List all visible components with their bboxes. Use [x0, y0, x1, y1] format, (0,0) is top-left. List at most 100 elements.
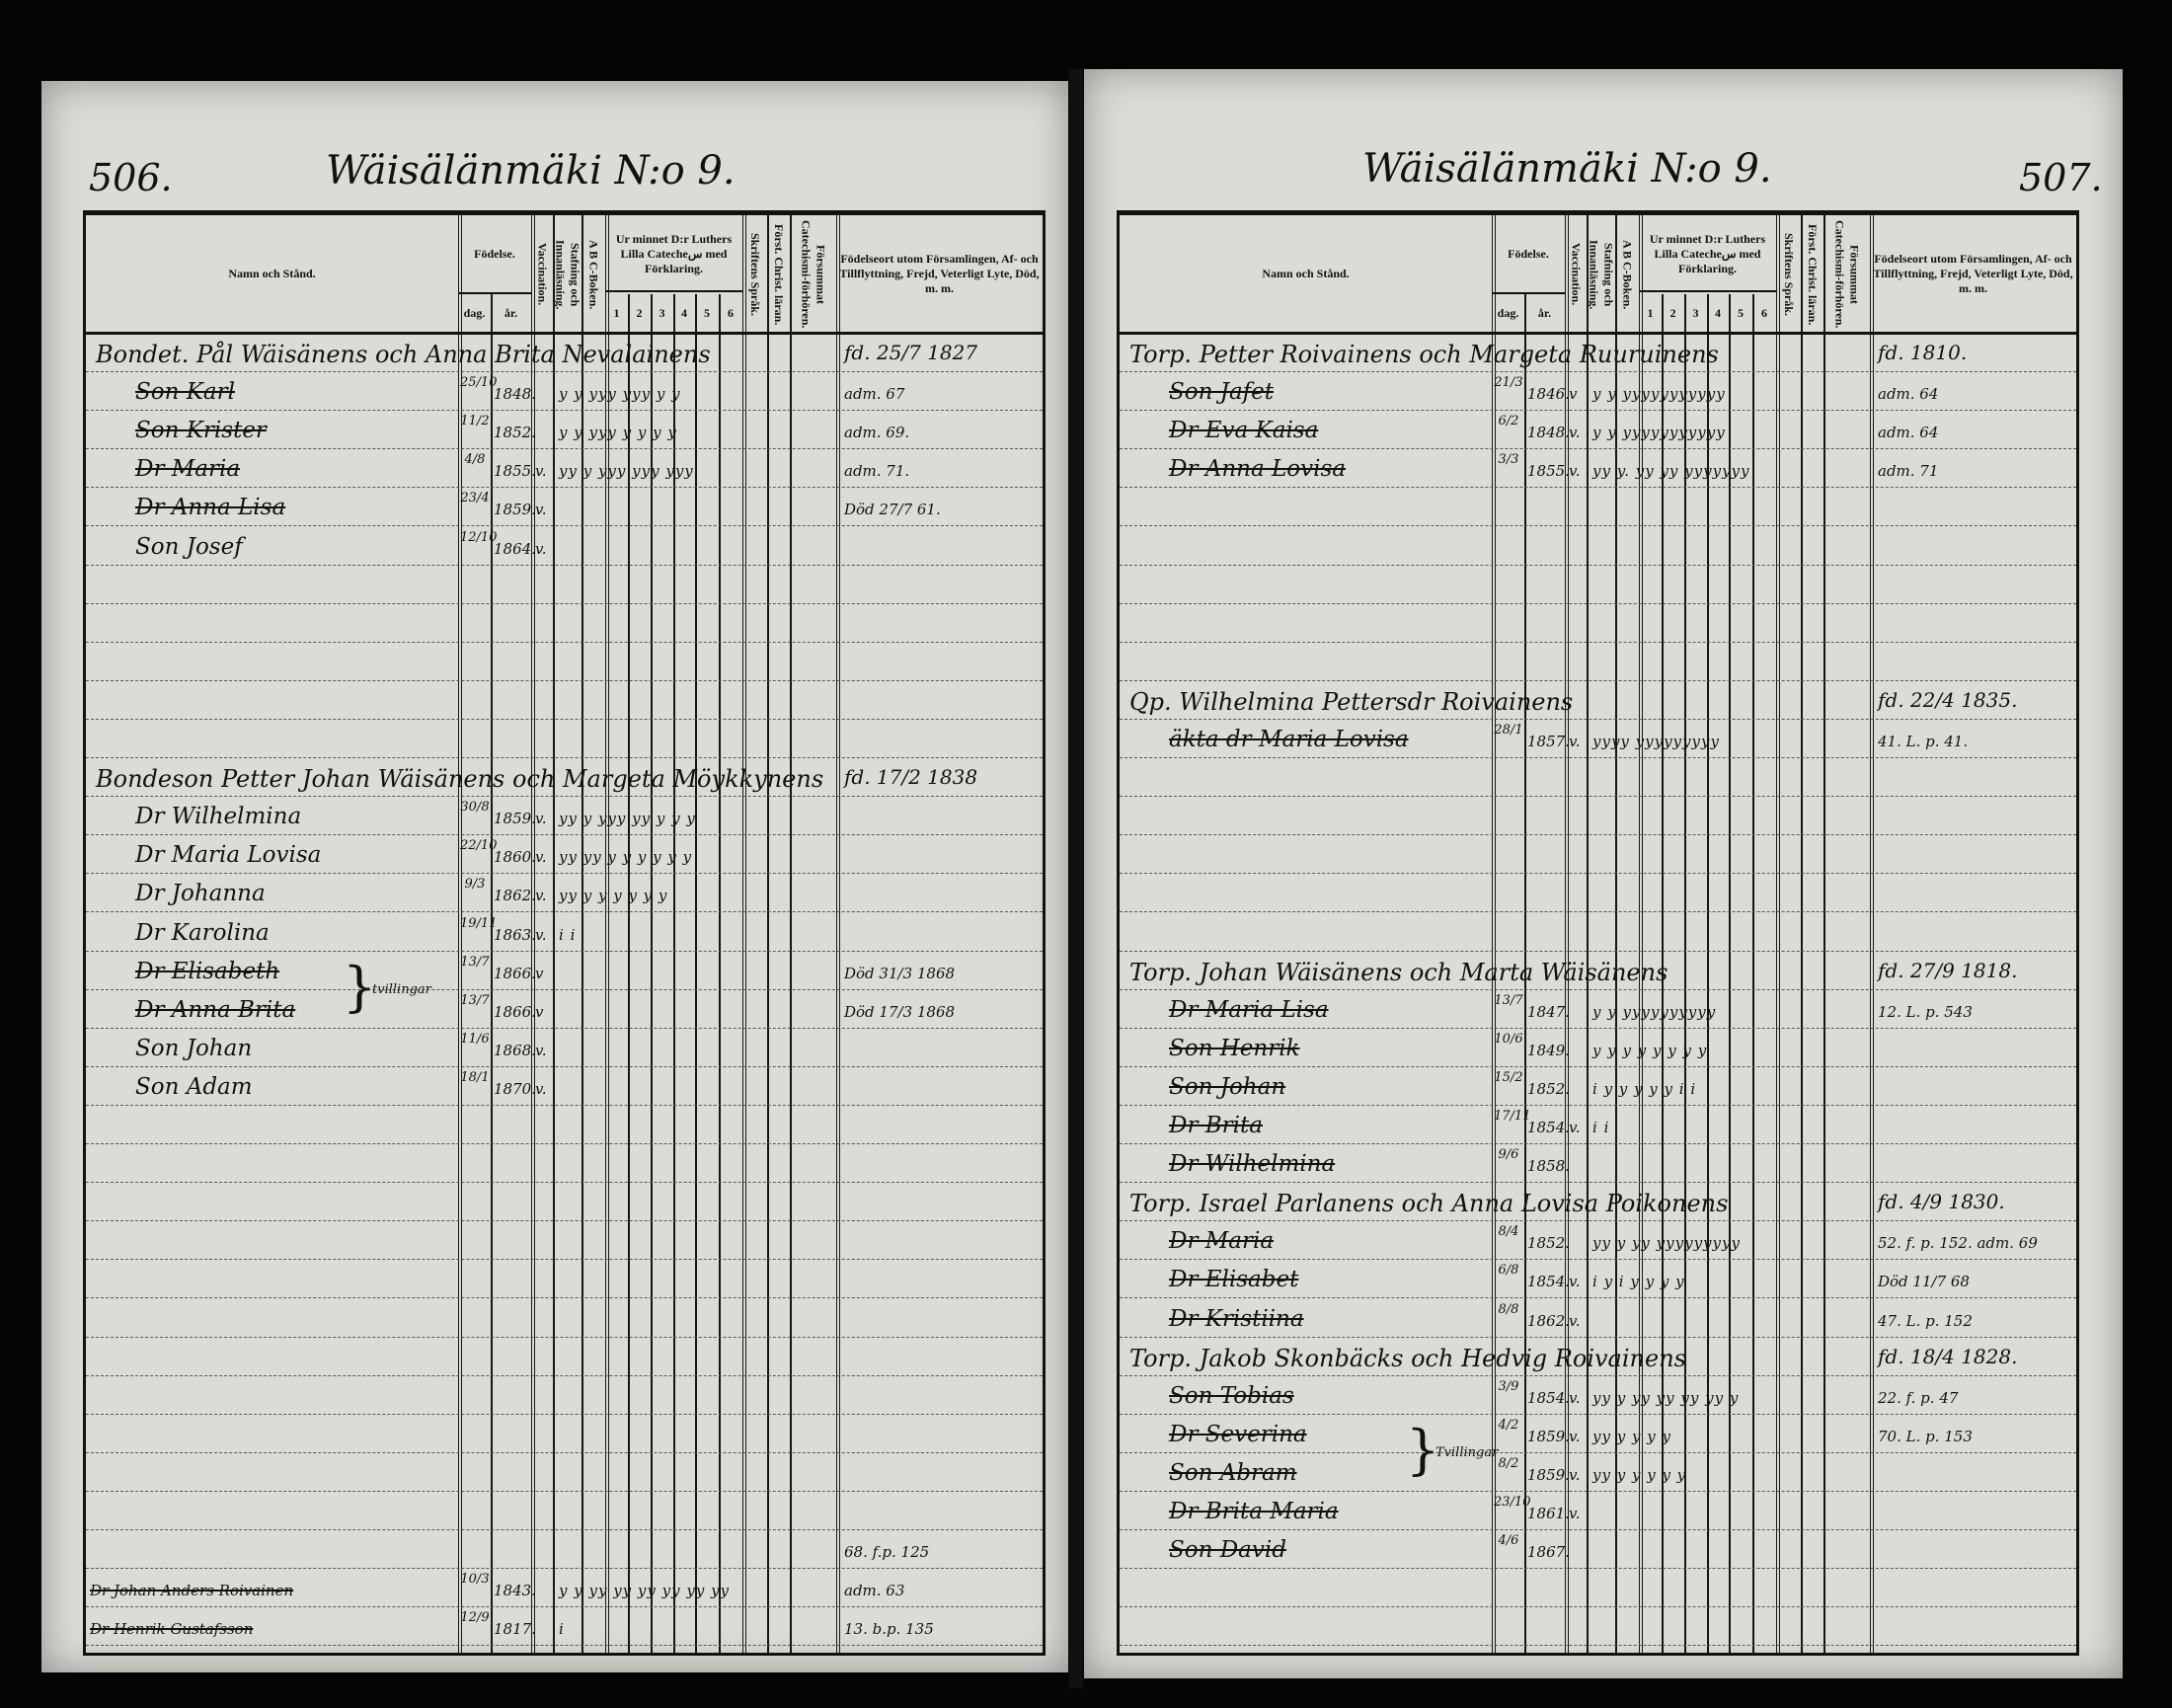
notes-entry: fd. 22/4 1835.: [1878, 687, 2018, 712]
ruled-line: [1120, 1451, 2076, 1453]
column-divider: [458, 215, 462, 1653]
header-day-text: dag.: [463, 305, 486, 320]
register-table-left: Namn och Stånd. Födelse. dag. år. Vaccinatio…: [83, 210, 1046, 1656]
register-row: [86, 567, 1043, 605]
column-divider: [531, 215, 535, 1653]
person-name: Dr Brita: [1169, 1113, 1263, 1138]
column-divider: [1801, 215, 1803, 1653]
ruled-line: [86, 834, 1043, 836]
vaccination-mark: v.: [1569, 1388, 1581, 1407]
column-divider: [628, 294, 630, 1653]
birth-day-month: 9/6: [1498, 1147, 1519, 1163]
birth-day-month: 6/2: [1498, 414, 1519, 429]
notes-entry: 68. f.p. 125: [844, 1543, 930, 1562]
birth-year: 1848.: [1527, 424, 1570, 442]
header-christian-teaching-text: Först. Christ. läran.: [772, 223, 786, 326]
notes-entry: adm. 71.: [844, 462, 910, 481]
birth-year: 1866.: [494, 964, 536, 982]
ruled-line: [86, 410, 1043, 412]
ruled-line: [1120, 796, 2076, 798]
birth-day-month: 8/4: [1498, 1224, 1519, 1240]
birth-year: 1855.: [494, 462, 536, 481]
register-row: [86, 1261, 1043, 1299]
household-head: Bondeson Petter Johan Wäisänens och Marg…: [96, 765, 824, 794]
knowledge-marks: y y yyy y y y y: [559, 424, 677, 442]
ruled-line: [1120, 1027, 2076, 1029]
register-row: [1120, 914, 2076, 953]
header-catechism: Ur minnet D:r Luthers Lilla Catecheس med…: [605, 217, 742, 290]
register-row: [86, 1300, 1043, 1339]
header-vaccination-text: Vaccination.: [535, 243, 550, 306]
register-row: Dr Maria 4/8 1855. v. yy y yyy yyy yyy adm. 7…: [86, 450, 1043, 489]
knowledge-marks: yy y yy yy yy yy y: [1592, 1388, 1740, 1407]
birth-day-month: 11/2: [460, 414, 490, 429]
birth-year: 1859.: [494, 501, 536, 519]
header-name: Namn och Stånd.: [1120, 215, 1492, 332]
register-row: Dr Kristiina 8/8 1862. v. 47. L. p. 152: [1120, 1300, 2076, 1339]
person-name: Dr Brita Maria: [1169, 1499, 1339, 1524]
header-vaccination: Vaccination.: [531, 219, 553, 330]
register-row: Dr Anna Brita 13/7 1866. v Död 17/3 1868: [86, 991, 1043, 1030]
birth-day-month: 28/1: [1494, 723, 1523, 738]
column-divider: [673, 294, 675, 1653]
ruled-line: [86, 487, 1043, 489]
column-divider: [742, 215, 746, 1653]
birth-day-month: 22/10: [460, 838, 498, 854]
page-number-right: 507.: [2019, 156, 2103, 199]
header-catechism-part: 1: [605, 294, 628, 332]
birth-day-month: 10/6: [1494, 1031, 1523, 1047]
header-divider: [86, 332, 1043, 335]
birth-subdivider: [458, 292, 531, 294]
ruled-line: [86, 1297, 1043, 1299]
vaccination-mark: v.: [1569, 1119, 1581, 1136]
birth-day-month: 11/6: [460, 1031, 490, 1047]
header-christian-teaching: Först. Christ. läran.: [767, 219, 790, 330]
household-head: Torp. Johan Wäisänens och Marta Wäisänen…: [1129, 958, 1668, 986]
notes-entry: adm. 64: [1878, 424, 1939, 442]
ruled-line: [1120, 410, 2076, 412]
notes-entry: 41. L. p. 41.: [1878, 733, 1969, 750]
register-row: Son Krister 11/2 1852. y y yyy y y y y adm. …: [86, 412, 1043, 450]
knowledge-marks: i y i y y y y: [1592, 1273, 1685, 1291]
register-row: Dr Maria Lovisa 22/10 1860. v. yy yy y y y y…: [86, 836, 1043, 875]
birth-year: 1859.: [1527, 1427, 1570, 1445]
household-head: Torp. Petter Roivainens och Margeta Ruur…: [1129, 341, 1719, 368]
birth-year: 1859.: [494, 810, 536, 828]
ruled-line: [1120, 911, 2076, 913]
header-year-text: år.: [1537, 305, 1552, 320]
register-row: Dr Anna Lisa 23/4 1859. v. Död 27/7 61.: [86, 489, 1043, 527]
header-catechism-part-text: 1: [613, 305, 620, 320]
column-divider: [1587, 215, 1589, 1653]
register-row: Son Jafet 21/3 1846. v y y yyyyyyyyyyy adm. 6…: [1120, 373, 2076, 412]
register-row: [1120, 567, 2076, 605]
page-title-left: Wäisälänmäki N:o 9.: [326, 148, 736, 194]
header-missed-hearings: Försummat Catechismi-förhören.: [1823, 219, 1870, 330]
header-catechism-part-text: 4: [1715, 305, 1721, 320]
header-birth-text: Födelse.: [474, 246, 515, 261]
header-scripture-text: Skriftens Språk.: [1782, 232, 1796, 317]
register-row: [86, 605, 1043, 644]
person-name: äkta dr Maria Lovisa: [1169, 727, 1409, 752]
column-divider: [1492, 215, 1496, 1653]
ruled-line: [1120, 1413, 2076, 1415]
birth-year: 1860.: [494, 848, 536, 867]
knowledge-marks: yy y y y y: [1592, 1427, 1671, 1445]
column-divider: [1823, 215, 1825, 1653]
birth-day-month: 21/3: [1494, 375, 1523, 391]
vaccination-mark: v.: [535, 501, 547, 519]
notes-entry: Död 31/3 1868: [844, 964, 956, 982]
knowledge-marks: i y y y y y i i: [1592, 1079, 1697, 1098]
birth-year: 1846.: [1527, 385, 1570, 404]
ruled-line: [86, 602, 1043, 604]
register-row: [86, 1107, 1043, 1145]
birth-year: 1849.: [1527, 1041, 1570, 1059]
header-catechism-part: 4: [673, 294, 695, 332]
household-head: Qp. Wilhelmina Pettersdr Roivainens: [1129, 687, 1574, 716]
notes-entry: fd. 4/9 1830.: [1878, 1190, 2005, 1214]
header-catechism-part-text: 5: [704, 305, 710, 320]
column-divider: [1565, 215, 1569, 1653]
person-name: Dr Eva Kaisa: [1169, 418, 1319, 444]
ruled-line: [86, 1606, 1043, 1608]
register-row: Son Abram 8/2 1859. v. yy y y y y y: [1120, 1454, 2076, 1493]
vaccination-mark: v.: [1569, 424, 1581, 442]
